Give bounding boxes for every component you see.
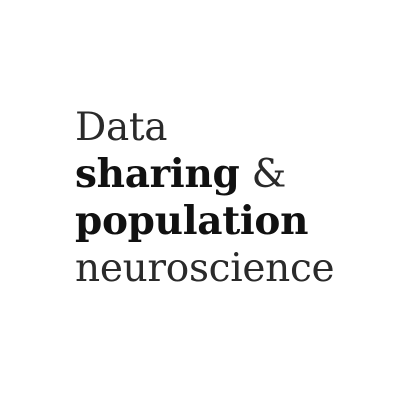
title-line-data: Data	[75, 105, 168, 150]
title-line-neuroscience: neuroscience	[75, 246, 335, 291]
title-ampersand: &	[239, 152, 287, 197]
title-text: Data sharing & population neuroscience	[75, 104, 335, 292]
title-line-population: population	[75, 198, 309, 244]
title-line-sharing: sharing &	[75, 151, 334, 198]
title-word-sharing: sharing	[75, 151, 240, 197]
